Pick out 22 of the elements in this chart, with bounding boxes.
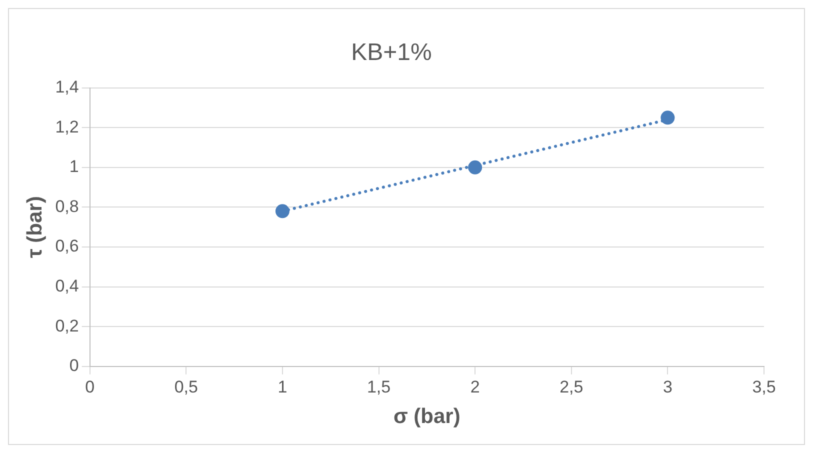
point	[275, 204, 290, 218]
y-tick-label: 0,8	[55, 196, 79, 216]
x-axis-title: σ (bar)	[393, 405, 460, 428]
x-tick-label: 1	[278, 377, 288, 396]
y-tick-label: 0,6	[55, 236, 79, 256]
x-tick-label: 2,5	[560, 377, 584, 396]
x-tick-label: 0,5	[174, 377, 198, 396]
y-tick-label: 0,2	[55, 316, 79, 336]
y-tick-label: 1	[69, 157, 79, 176]
y-tick-label: 0	[69, 356, 79, 376]
x-tick-label: 3,5	[752, 377, 776, 396]
x-tick-label: 2	[470, 377, 480, 396]
y-tick-label: 1,4	[55, 77, 79, 96]
y-axis-title: τ (bar)	[23, 196, 46, 258]
chart-title: KB+1%	[351, 39, 432, 66]
x-tick-label: 3	[662, 377, 672, 396]
y-tick-label: 1,2	[55, 117, 79, 136]
point	[660, 110, 675, 125]
x-tick-label: 1,5	[366, 377, 391, 396]
x-tick-label: 0	[85, 377, 95, 396]
y-tick-label: 0,4	[55, 276, 79, 296]
point	[468, 160, 482, 174]
